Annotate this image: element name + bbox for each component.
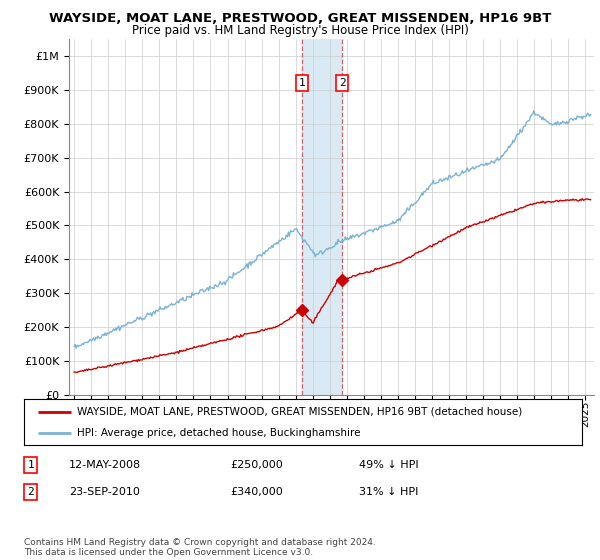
Text: 2: 2 [338,78,346,88]
Text: Price paid vs. HM Land Registry's House Price Index (HPI): Price paid vs. HM Land Registry's House … [131,24,469,37]
Text: WAYSIDE, MOAT LANE, PRESTWOOD, GREAT MISSENDEN, HP16 9BT (detached house): WAYSIDE, MOAT LANE, PRESTWOOD, GREAT MIS… [77,407,522,417]
Text: 2: 2 [28,487,34,497]
Text: 1: 1 [28,460,34,470]
Text: 1: 1 [298,78,305,88]
Text: £340,000: £340,000 [230,487,283,497]
Text: 23-SEP-2010: 23-SEP-2010 [68,487,140,497]
Text: £250,000: £250,000 [230,460,283,470]
Bar [302,39,342,395]
Text: 31% ↓ HPI: 31% ↓ HPI [359,487,418,497]
Text: WAYSIDE, MOAT LANE, PRESTWOOD, GREAT MISSENDEN, HP16 9BT: WAYSIDE, MOAT LANE, PRESTWOOD, GREAT MIS… [49,12,551,25]
Text: Contains HM Land Registry data © Crown copyright and database right 2024.
This d: Contains HM Land Registry data © Crown c… [24,538,376,557]
Text: HPI: Average price, detached house, Buckinghamshire: HPI: Average price, detached house, Buck… [77,428,361,438]
Text: 12-MAY-2008: 12-MAY-2008 [68,460,141,470]
Text: 49% ↓ HPI: 49% ↓ HPI [359,460,418,470]
